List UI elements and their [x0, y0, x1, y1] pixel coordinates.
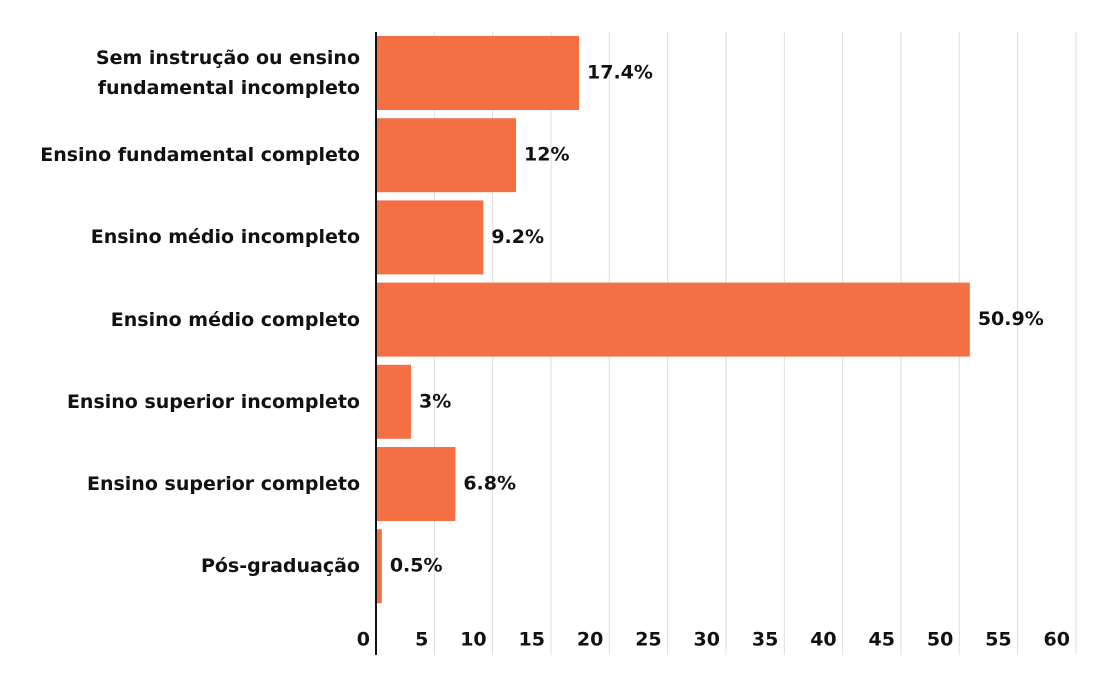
bar [376, 118, 516, 193]
x-tick-label: 35 [752, 629, 778, 651]
value-label: 6.8% [463, 473, 516, 495]
value-label: 50.9% [978, 308, 1044, 330]
y-tick-label: Sem instrução ou ensino fundamental inco… [95, 47, 360, 99]
x-tick-label: 0 [357, 629, 370, 651]
x-tick-label: 20 [577, 629, 603, 651]
y-tick-label: Ensino médio incompleto [90, 226, 360, 249]
bar [376, 364, 411, 439]
x-tick-label: 30 [694, 629, 720, 651]
x-tick-label: 15 [519, 629, 545, 651]
x-tick-label: 45 [869, 629, 895, 651]
bar [376, 200, 484, 275]
bar [376, 529, 382, 604]
x-tick-label: 10 [460, 629, 486, 651]
bar [376, 282, 970, 357]
y-tick-label: Pós-graduação [200, 555, 360, 578]
x-tick-label: 55 [985, 629, 1011, 651]
bar [376, 36, 579, 110]
x-tick-label: 60 [1044, 629, 1070, 651]
value-label: 3% [419, 390, 451, 412]
y-tick-label: Ensino fundamental completo [40, 144, 360, 167]
value-label: 9.2% [491, 226, 544, 248]
y-tick-label: Ensino superior incompleto [66, 390, 360, 413]
y-tick-label: Ensino médio completo [110, 308, 360, 331]
value-label: 0.5% [390, 555, 443, 577]
x-tick-label: 5 [415, 629, 428, 651]
x-tick-label: 40 [810, 629, 836, 651]
y-tick-label: Ensino superior completo [86, 473, 360, 495]
bar [376, 447, 456, 521]
value-label: 12% [524, 144, 569, 166]
x-tick-label: 25 [635, 629, 661, 651]
value-label: 17.4% [587, 62, 653, 84]
x-tick-label: 50 [927, 629, 953, 651]
